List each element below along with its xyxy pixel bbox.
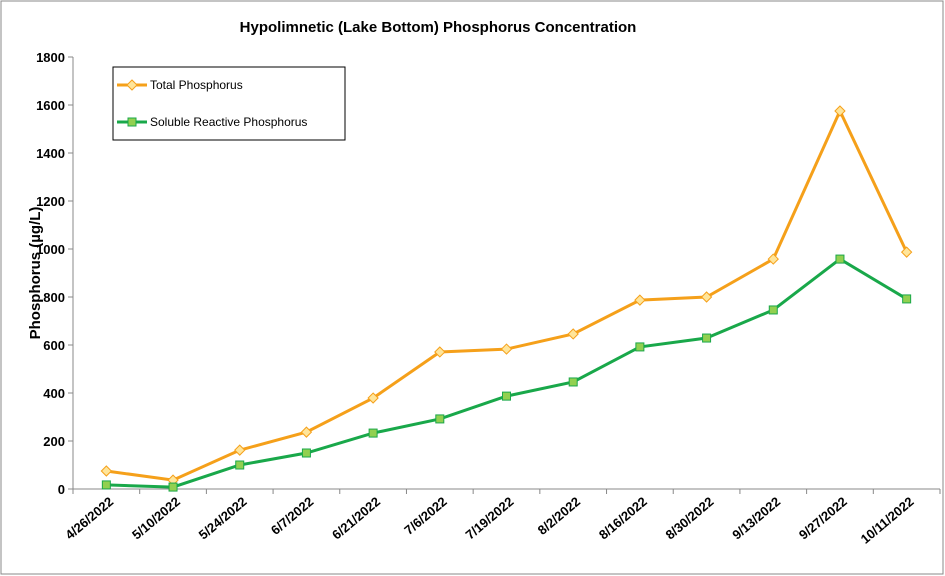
y-tick-label: 1400 [36, 146, 65, 161]
marker [900, 246, 913, 258]
marker [100, 465, 113, 477]
marker [367, 392, 379, 404]
y-tick-label: 600 [43, 338, 65, 353]
y-axis-label: Phosphorus (µg/L) [27, 207, 44, 340]
marker [301, 448, 311, 458]
marker [834, 105, 846, 117]
y-tick-label: 1000 [36, 242, 65, 257]
legend-label: Total Phosphorus [150, 78, 243, 92]
marker [300, 426, 313, 438]
marker [127, 117, 137, 127]
marker [768, 305, 778, 315]
marker [235, 460, 245, 470]
marker [568, 377, 578, 387]
legend-box [112, 66, 346, 141]
y-tick-label: 800 [43, 290, 65, 305]
y-tick-label: 1200 [36, 194, 65, 209]
marker [502, 391, 511, 401]
marker [835, 254, 845, 264]
marker [767, 253, 779, 265]
marker [635, 342, 645, 352]
marker [168, 482, 178, 492]
marker [126, 79, 138, 91]
marker [435, 414, 445, 424]
y-tick-label: 0 [58, 482, 65, 497]
marker [902, 294, 912, 304]
marker [700, 291, 713, 303]
y-tick-label: 200 [43, 434, 65, 449]
y-tick-label: 1600 [36, 98, 65, 113]
marker [702, 333, 712, 343]
marker [634, 294, 646, 306]
y-tick-label: 400 [43, 386, 65, 401]
marker [234, 444, 246, 456]
marker [101, 480, 111, 490]
marker [368, 428, 378, 438]
legend-label: Soluble Reactive Phosphorus [150, 115, 307, 129]
marker [434, 346, 446, 358]
marker [500, 343, 513, 355]
y-tick-label: 1800 [36, 50, 65, 65]
chart-title: Hypolimnetic (Lake Bottom) Phosphorus Co… [240, 19, 637, 36]
marker [567, 328, 579, 340]
